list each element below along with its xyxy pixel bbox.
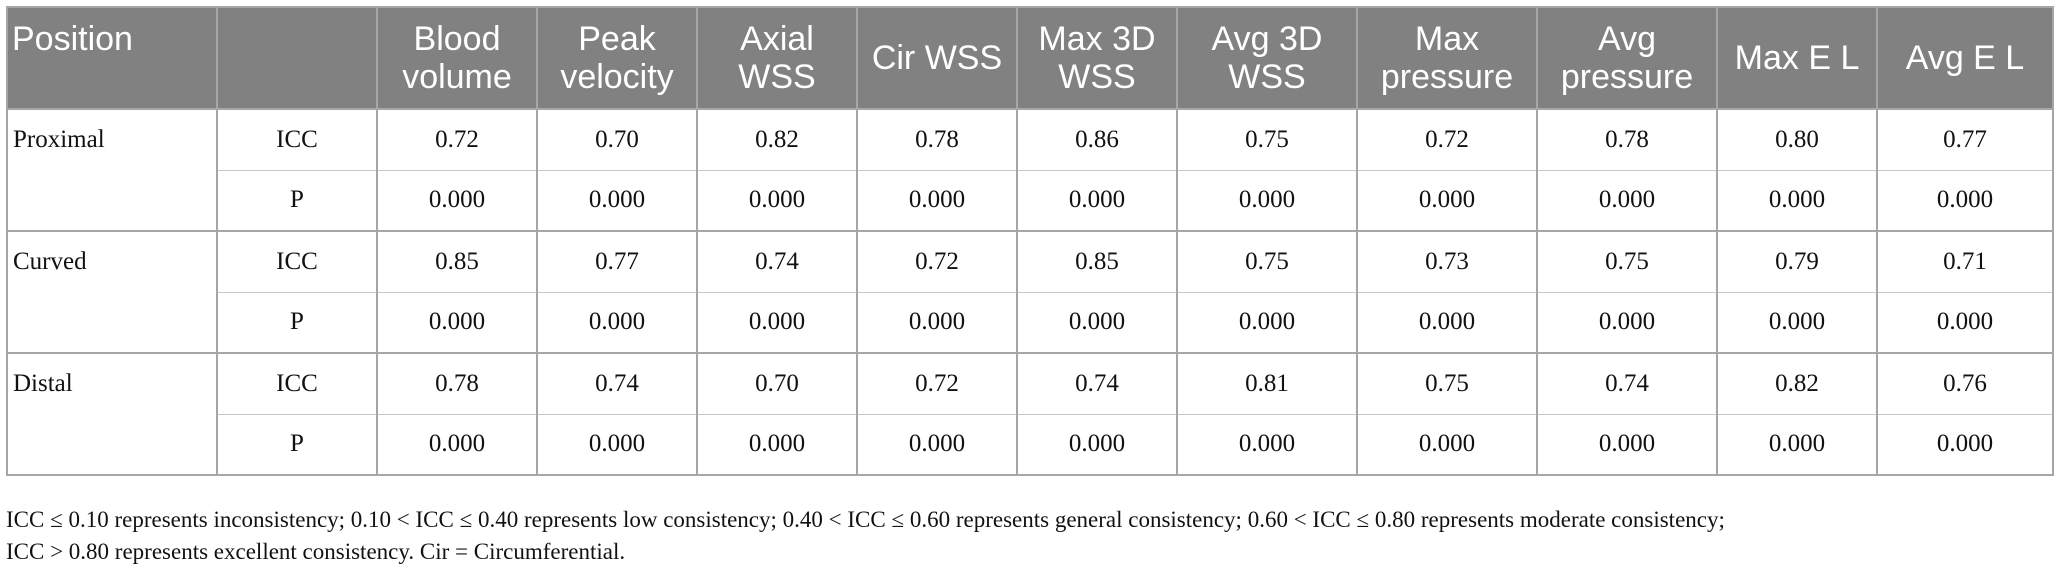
value-cell: 0.000 xyxy=(856,169,1017,231)
value-cell: 0.000 xyxy=(1356,291,1537,353)
value-cell: 0.80 xyxy=(1716,108,1877,170)
value-cell: 0.78 xyxy=(1536,108,1717,170)
value-cell: 0.73 xyxy=(1356,230,1537,292)
column-header: Max E L xyxy=(1716,7,1877,109)
stat-label-cell: P xyxy=(216,291,377,353)
footnote-line-2: ICC > 0.80 represents excellent consiste… xyxy=(6,539,626,564)
value-cell: 0.000 xyxy=(1716,169,1877,231)
value-cell: 0.75 xyxy=(1176,108,1357,170)
value-cell: 0.81 xyxy=(1176,352,1357,414)
column-header: Avg 3D WSS xyxy=(1176,7,1357,109)
value-cell: 0.000 xyxy=(1536,413,1717,475)
value-cell: 0.000 xyxy=(1176,169,1357,231)
value-cell: 0.74 xyxy=(696,230,857,292)
value-cell: 0.000 xyxy=(1016,169,1177,231)
stat-label-cell: P xyxy=(216,413,377,475)
stat-label-cell: ICC xyxy=(216,352,377,414)
value-cell: 0.000 xyxy=(1876,291,2053,353)
table-row: Proximal ICC 0.72 0.70 0.82 0.78 0.86 0.75 0.72 0… xyxy=(7,108,2053,231)
value-cell: 0.74 xyxy=(1016,352,1177,414)
value-cell: 0.82 xyxy=(1716,352,1877,414)
value-cell: 0.000 xyxy=(1176,291,1357,353)
header-stat xyxy=(216,7,377,109)
value-cell: 0.78 xyxy=(856,108,1017,170)
table-row: P 0.000 0.000 0.000 0.000 0.000 0.000 0.000 0.00… xyxy=(7,291,2053,353)
value-cell: 0.77 xyxy=(536,230,697,292)
stat-label-cell: ICC xyxy=(216,108,377,170)
value-cell: 0.000 xyxy=(1176,413,1357,475)
value-cell: 0.78 xyxy=(376,352,537,414)
value-cell: 0.75 xyxy=(1536,230,1717,292)
value-cell: 0.000 xyxy=(376,413,537,475)
value-cell: 0.74 xyxy=(536,352,697,414)
value-cell: 0.70 xyxy=(696,352,857,414)
value-cell: 0.75 xyxy=(1356,352,1537,414)
column-header: Max pressure xyxy=(1356,7,1537,109)
value-cell: 0.000 xyxy=(856,291,1017,353)
value-cell: 0.72 xyxy=(856,230,1017,292)
column-header: Blood volume xyxy=(376,7,537,109)
value-cell: 0.000 xyxy=(856,413,1017,475)
value-cell: 0.000 xyxy=(1536,169,1717,231)
value-cell: 0.000 xyxy=(1016,413,1177,475)
value-cell: 0.000 xyxy=(1016,291,1177,353)
header-position: Position xyxy=(7,7,217,109)
value-cell: 0.79 xyxy=(1716,230,1877,292)
value-cell: 0.75 xyxy=(1176,230,1357,292)
value-cell: 0.85 xyxy=(1016,230,1177,292)
column-header: Peak velocity xyxy=(536,7,697,109)
position-cell: Distal xyxy=(7,352,217,475)
stat-label-cell: P xyxy=(216,169,377,231)
footnote-line-1: ICC ≤ 0.10 represents inconsistency; 0.1… xyxy=(6,507,1725,532)
icc-table: Position Blood volume Peak velocity Axial W… xyxy=(6,6,2054,476)
table-row: Curved ICC 0.85 0.77 0.74 0.72 0.85 0.75 0.73 0.7… xyxy=(7,230,2053,353)
value-cell: 0.000 xyxy=(1876,413,2053,475)
value-cell: 0.71 xyxy=(1876,230,2053,292)
value-cell: 0.74 xyxy=(1536,352,1717,414)
table-header: Position Blood volume Peak velocity Axial W… xyxy=(7,7,2053,109)
position-cell: Curved xyxy=(7,230,217,353)
value-cell: 0.000 xyxy=(536,169,697,231)
value-cell: 0.72 xyxy=(856,352,1017,414)
value-cell: 0.000 xyxy=(376,291,537,353)
column-header: Axial WSS xyxy=(696,7,857,109)
value-cell: 0.72 xyxy=(1356,108,1537,170)
value-cell: 0.70 xyxy=(536,108,697,170)
value-cell: 0.85 xyxy=(376,230,537,292)
column-header: Max 3D WSS xyxy=(1016,7,1177,109)
value-cell: 0.000 xyxy=(1716,291,1877,353)
value-cell: 0.000 xyxy=(1716,413,1877,475)
value-cell: 0.76 xyxy=(1876,352,2053,414)
value-cell: 0.86 xyxy=(1016,108,1177,170)
value-cell: 0.000 xyxy=(696,169,857,231)
icc-table-container: Position Blood volume Peak velocity Axial W… xyxy=(6,6,2054,476)
value-cell: 0.77 xyxy=(1876,108,2053,170)
value-cell: 0.000 xyxy=(696,413,857,475)
value-cell: 0.72 xyxy=(376,108,537,170)
value-cell: 0.000 xyxy=(696,291,857,353)
value-cell: 0.000 xyxy=(1356,413,1537,475)
table-row: P 0.000 0.000 0.000 0.000 0.000 0.000 0.000 0.00… xyxy=(7,169,2053,231)
value-cell: 0.82 xyxy=(696,108,857,170)
header-row: Position Blood volume Peak velocity Axial W… xyxy=(7,7,2053,109)
table-body: Proximal ICC 0.72 0.70 0.82 0.78 0.86 0.75 0.72 0… xyxy=(7,108,2053,475)
table-footnote: ICC ≤ 0.10 represents inconsistency; 0.1… xyxy=(6,504,2052,568)
table-row: Distal ICC 0.78 0.74 0.70 0.72 0.74 0.81 0.75 0.7… xyxy=(7,352,2053,475)
column-header: Avg E L xyxy=(1876,7,2053,109)
value-cell: 0.000 xyxy=(376,169,537,231)
stat-label-cell: ICC xyxy=(216,230,377,292)
column-header: Cir WSS xyxy=(856,7,1017,109)
value-cell: 0.000 xyxy=(536,413,697,475)
value-cell: 0.000 xyxy=(536,291,697,353)
value-cell: 0.000 xyxy=(1876,169,2053,231)
column-header: Avg pressure xyxy=(1536,7,1717,109)
table-row: P 0.000 0.000 0.000 0.000 0.000 0.000 0.000 0.00… xyxy=(7,413,2053,475)
value-cell: 0.000 xyxy=(1536,291,1717,353)
position-cell: Proximal xyxy=(7,108,217,231)
value-cell: 0.000 xyxy=(1356,169,1537,231)
